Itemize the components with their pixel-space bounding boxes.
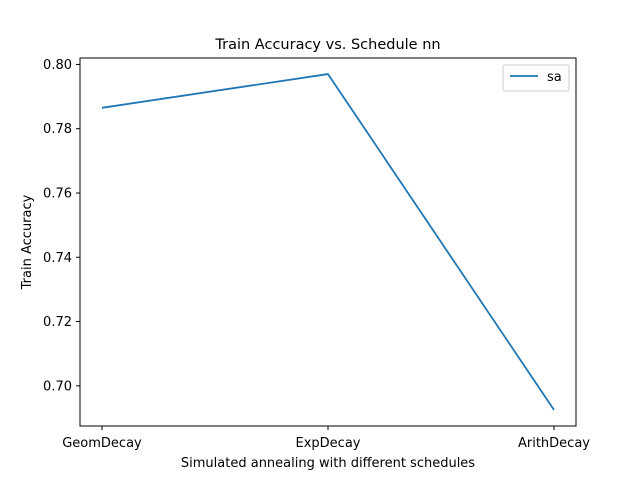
legend-label-sa: sa <box>547 70 562 85</box>
series-line-sa <box>101 73 555 411</box>
series-layer <box>101 73 555 411</box>
x-tick-label: ArithDecay <box>518 436 590 451</box>
y-axis: 0.70 0.72 0.74 0.76 0.78 0.80 <box>43 58 80 394</box>
y-tick-label: 0.70 <box>43 379 72 394</box>
y-tick-label: 0.78 <box>43 122 72 137</box>
legend: sa <box>502 64 570 92</box>
legend-box <box>502 64 570 92</box>
y-axis-label: Train Accuracy <box>20 194 35 290</box>
x-tick-label: ExpDecay <box>296 436 361 451</box>
y-tick-label: 0.80 <box>43 58 72 73</box>
y-tick-label: 0.72 <box>43 315 72 330</box>
x-axis: GeomDecay ExpDecay ArithDecay <box>62 426 590 451</box>
y-tick-label: 0.76 <box>43 186 72 201</box>
y-tick-label: 0.74 <box>43 251 72 266</box>
x-tick-label: GeomDecay <box>62 436 142 451</box>
x-axis-label: Simulated annealing with different sched… <box>181 456 475 471</box>
chart-title: Train Accuracy vs. Schedule nn <box>214 37 440 53</box>
